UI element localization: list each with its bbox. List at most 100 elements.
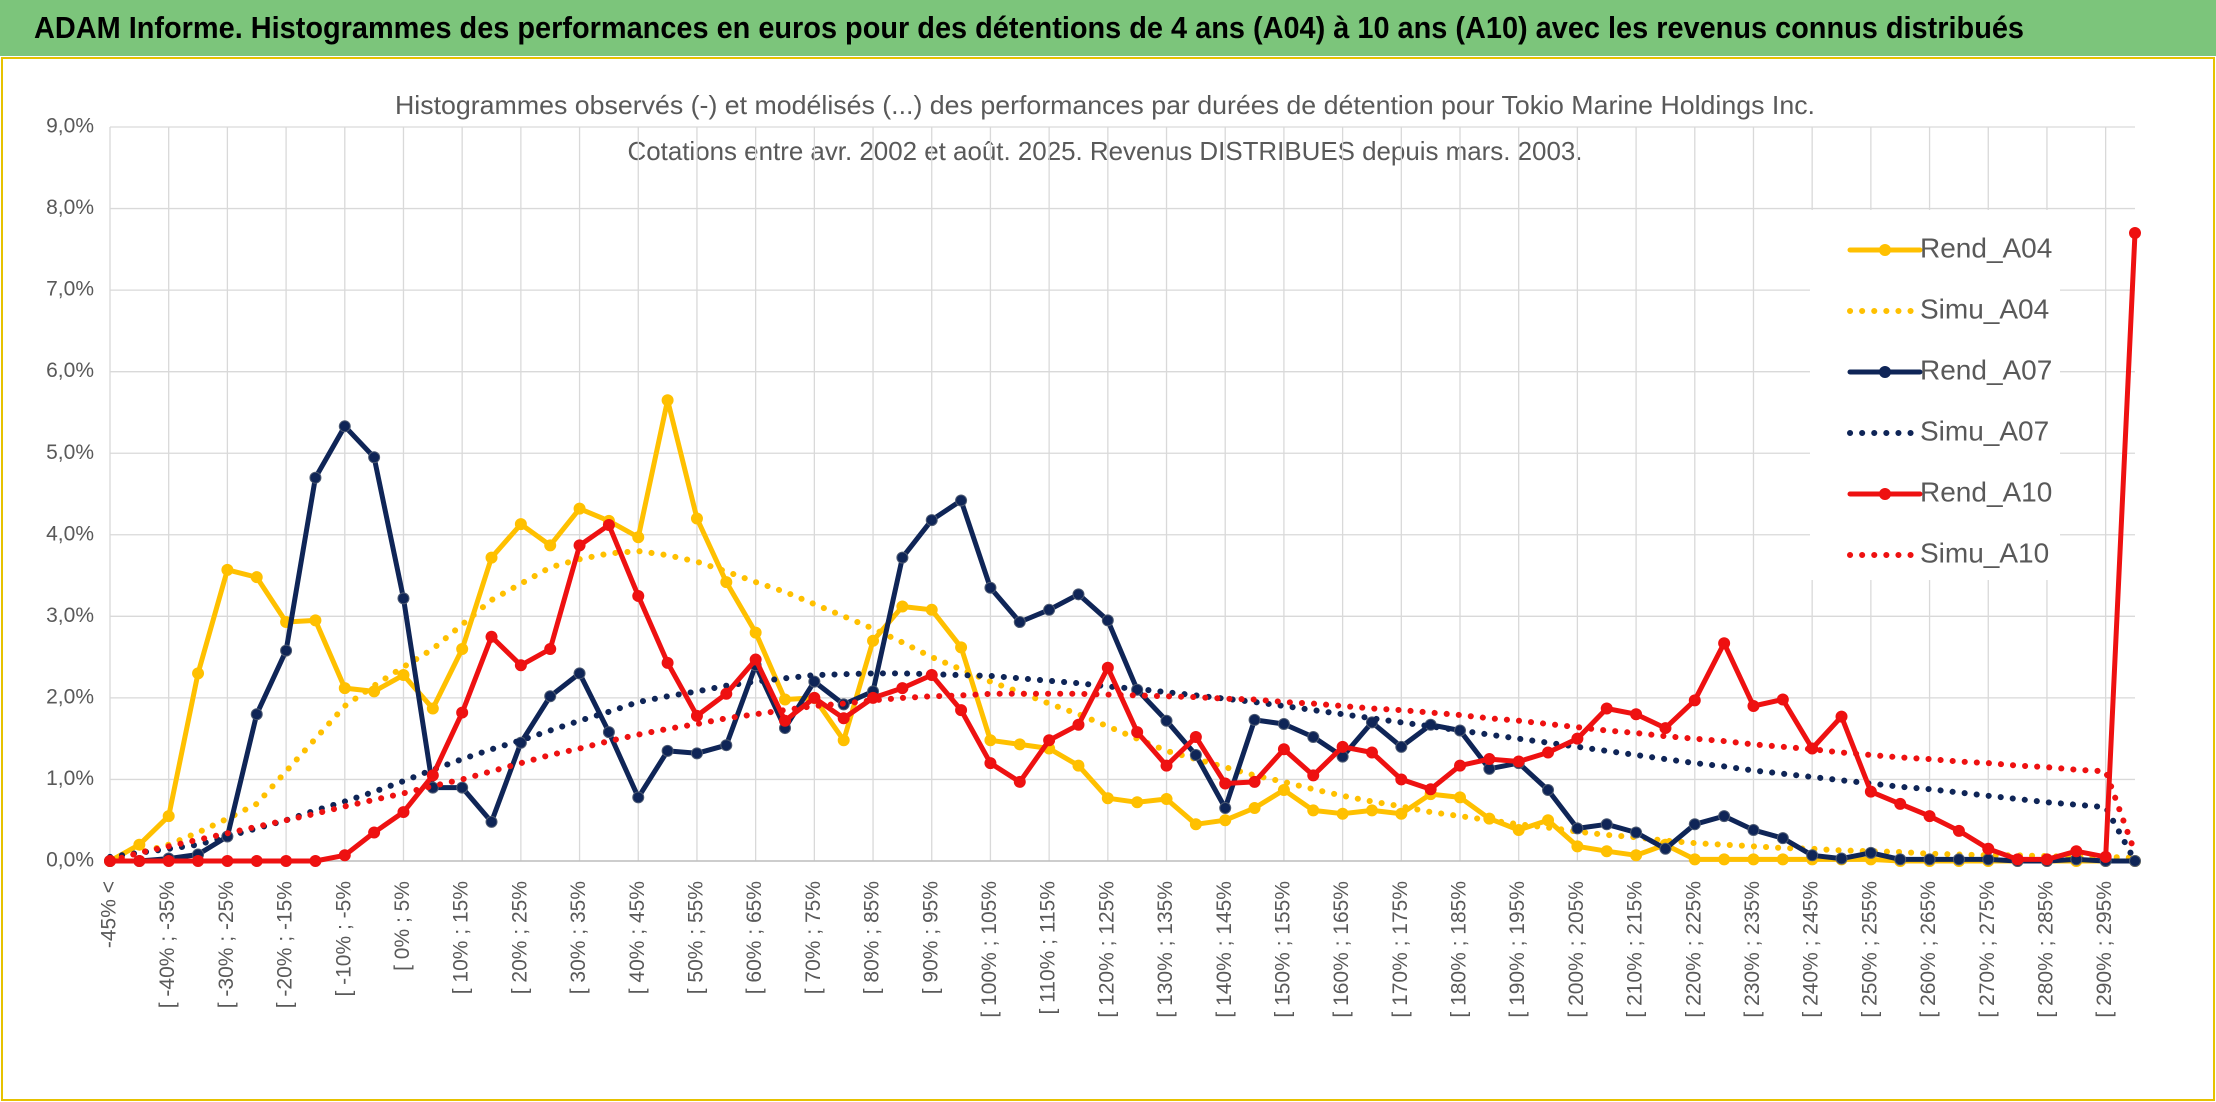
- data-point: [456, 781, 469, 794]
- data-point: [1072, 759, 1085, 772]
- data-point: [1952, 824, 1965, 837]
- data-point: [1542, 784, 1555, 797]
- data-point: [1189, 748, 1202, 761]
- data-point: [1336, 740, 1349, 753]
- data-point: [1219, 777, 1232, 790]
- data-point: [632, 531, 645, 544]
- x-tick-label: [ 230% ; 235%: [1741, 881, 1764, 1018]
- data-point: [1630, 708, 1643, 721]
- x-tick-label: [ -30% ; -25%: [215, 881, 238, 1008]
- series-line: [107, 230, 2138, 864]
- y-tick-label: 7,0%: [46, 278, 94, 301]
- x-tick-label: [ 190% ; 195%: [1506, 881, 1529, 1018]
- x-tick-label: [ 0% ; 5%: [391, 881, 414, 971]
- data-point: [1307, 804, 1320, 817]
- x-tick-label: [ 10% ; 15%: [450, 881, 473, 994]
- data-point: [1219, 801, 1232, 814]
- x-tick-label: [ 170% ; 175%: [1389, 881, 1412, 1018]
- series-line: [107, 423, 2138, 864]
- data-point: [1101, 614, 1114, 627]
- y-tick-label: 3,0%: [46, 604, 94, 627]
- data-point: [1571, 822, 1584, 835]
- data-point: [485, 815, 498, 828]
- data-point: [1248, 801, 1261, 814]
- data-point: [1747, 824, 1760, 837]
- data-point: [1101, 661, 1114, 674]
- data-point: [1101, 792, 1114, 805]
- data-point: [632, 791, 645, 804]
- data-point: [1630, 826, 1643, 839]
- data-point: [955, 494, 968, 507]
- chart-title: ADAM Informe. Histogrammes des performan…: [34, 10, 2024, 45]
- data-point: [1688, 853, 1701, 866]
- legend-marker: [1879, 488, 1891, 500]
- data-point: [1160, 714, 1173, 727]
- data-point: [221, 563, 234, 576]
- x-tick-label: [ 160% ; 165%: [1330, 881, 1353, 1018]
- legend-label: Rend_A10: [1920, 476, 2052, 507]
- data-point: [1542, 814, 1555, 827]
- x-tick-label: [ 80% ; 85%: [861, 881, 884, 994]
- data-point: [1013, 775, 1026, 788]
- data-point: [514, 518, 527, 531]
- data-point: [280, 855, 293, 867]
- data-point: [1952, 853, 1965, 866]
- data-point: [690, 512, 703, 525]
- data-point: [1688, 694, 1701, 707]
- data-point: [1718, 853, 1731, 866]
- data-point: [397, 806, 410, 819]
- data-point: [338, 682, 351, 695]
- data-point: [250, 855, 263, 867]
- data-point: [808, 691, 821, 704]
- data-point: [1923, 810, 1936, 823]
- chart-frame: [1, 57, 2215, 1101]
- data-point: [1982, 842, 1995, 855]
- data-point: [690, 709, 703, 722]
- legend-label: Simu_A07: [1920, 415, 2049, 446]
- y-tick-label: 1,0%: [46, 767, 94, 790]
- x-tick-label: [ 270% ; 275%: [1976, 881, 1999, 1018]
- data-point: [1864, 846, 1877, 859]
- x-tick-label: [ 150% ; 155%: [1271, 881, 1294, 1018]
- data-point: [1835, 852, 1848, 865]
- x-tick-label: [ 70% ; 75%: [802, 881, 825, 994]
- data-point: [1277, 784, 1290, 797]
- series-line: [107, 397, 2138, 864]
- data-point: [309, 614, 322, 627]
- data-point: [309, 855, 322, 867]
- data-point: [1248, 713, 1261, 726]
- x-tick-label: [ 240% ; 245%: [1800, 881, 1823, 1018]
- legend-label: Simu_A04: [1920, 293, 2049, 324]
- data-point: [749, 626, 762, 639]
- data-point: [2129, 227, 2141, 240]
- data-point: [661, 394, 674, 407]
- data-point: [1600, 845, 1613, 858]
- header-bar: [0, 0, 2216, 56]
- x-tick-label: [ -10% ; -5%: [332, 881, 355, 997]
- data-point: [2070, 845, 2083, 858]
- chart-subtitle: Histogrammes observés (-) et modélisés (…: [395, 90, 1815, 120]
- chart-subtitle: Cotations entre avr. 2002 et août. 2025.…: [628, 136, 1583, 166]
- y-tick-label: 5,0%: [46, 441, 94, 464]
- data-point: [1512, 755, 1525, 768]
- data-point: [1189, 731, 1202, 744]
- data-point: [1277, 743, 1290, 756]
- legend-marker: [1879, 366, 1891, 378]
- data-point: [221, 855, 234, 867]
- data-point: [1424, 783, 1437, 796]
- y-tick-label: 8,0%: [46, 196, 94, 219]
- series-line: [107, 548, 2138, 864]
- data-point: [1454, 759, 1466, 772]
- data-point: [779, 693, 791, 706]
- x-tick-label: [ 100% ; 105%: [978, 881, 1001, 1018]
- data-point: [544, 539, 557, 552]
- data-point: [309, 471, 322, 484]
- x-tick-label: [ 200% ; 205%: [1565, 881, 1588, 1018]
- data-point: [162, 855, 175, 867]
- data-point: [1776, 853, 1789, 866]
- x-tick-label: [ 210% ; 215%: [1624, 881, 1647, 1018]
- data-point: [544, 690, 557, 703]
- data-point: [1776, 693, 1789, 706]
- data-point: [1277, 717, 1290, 730]
- x-tick-label: [ -20% ; -15%: [274, 881, 297, 1008]
